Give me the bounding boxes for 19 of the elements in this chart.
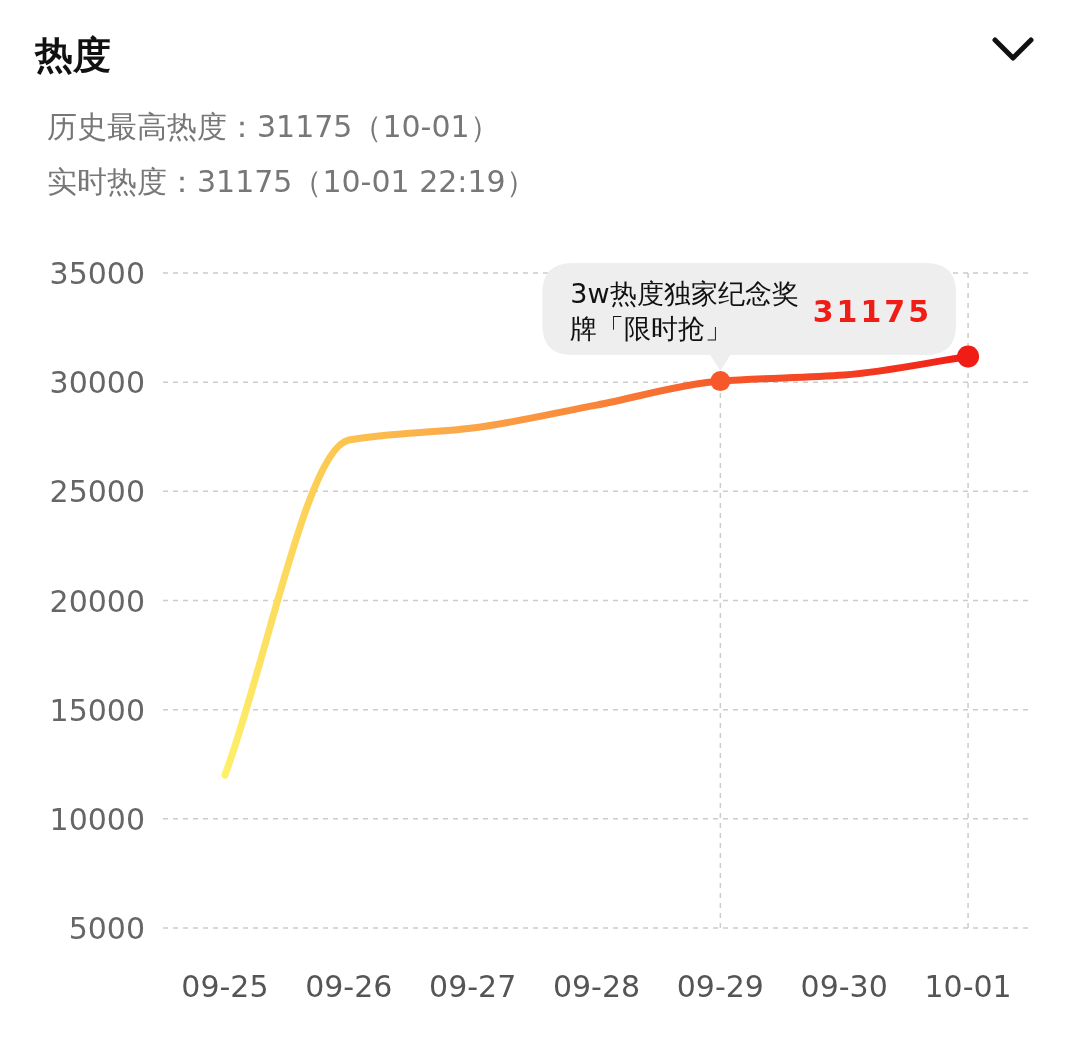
x-tick-label: 10-01 [924,969,1012,1004]
x-tick-label: 09-27 [429,969,517,1004]
y-tick-label: 20000 [49,583,145,619]
y-tick-label: 25000 [49,474,145,510]
text: 历史最高热度：31175（10-01） [47,109,500,144]
y-tick-label: 35000 [49,256,145,291]
annotation: 3w热度独家纪念奖牌「限时抢」 [570,278,799,345]
y-tick-label: 30000 [49,365,145,401]
x-tick-label: 09-29 [676,969,764,1004]
y-tick-label: 10000 [49,801,145,837]
x-tick-label: 09-30 [800,969,888,1004]
y-tick-label: 15000 [49,692,145,728]
y-tick-label: 5000 [68,911,145,946]
text: 实时热度：31175（10-01 22:19） [47,164,536,199]
x-tick-label: 09-25 [181,969,269,1004]
x-tick-label: 09-28 [552,969,641,1004]
x-tick-label: 09-26 [305,969,393,1004]
chart-title: 热度 [34,33,111,77]
data-label: 31175 [812,293,933,329]
